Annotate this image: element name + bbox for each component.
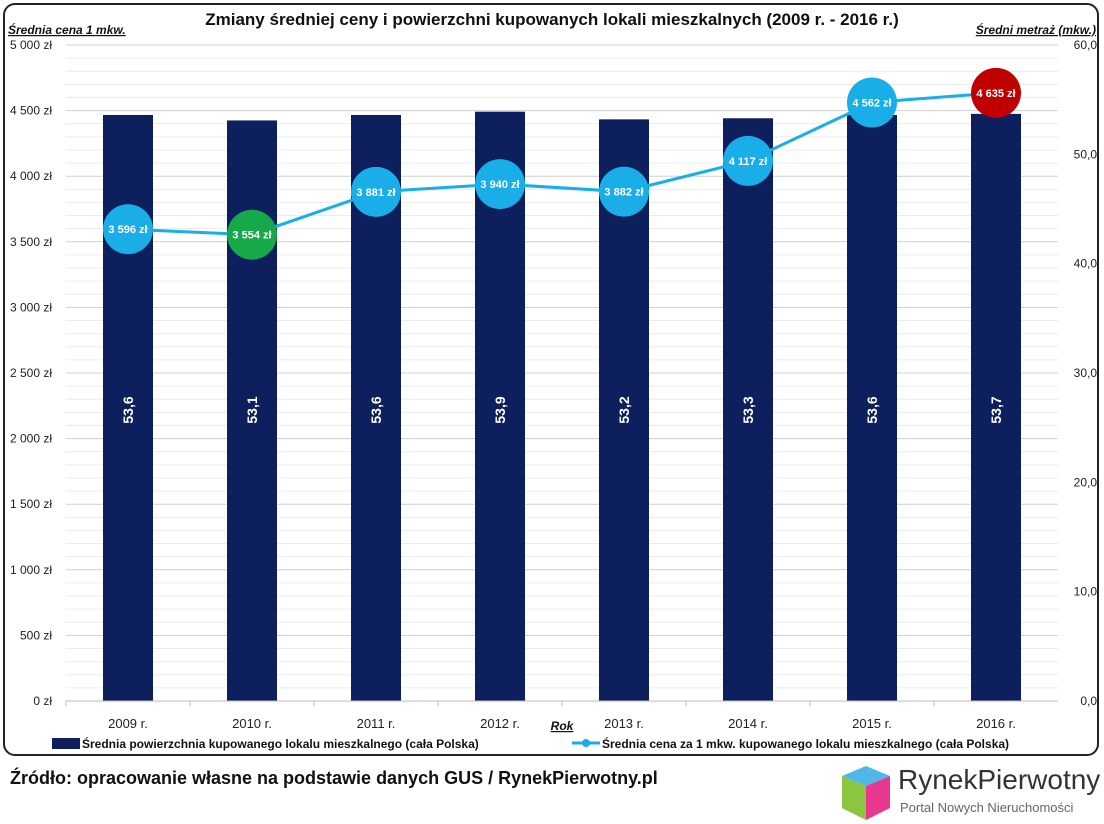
left-tick-label: 1 500 zł (10, 497, 52, 511)
source-note: Źródło: opracowanie własne na podstawie … (10, 768, 658, 788)
chart-frame (3, 3, 1099, 756)
right-tick-label: 10,0 (1074, 585, 1098, 599)
x-tick-label: 2012 r. (480, 716, 520, 731)
bar (971, 113, 1021, 701)
left-tick-label: 2 500 zł (10, 366, 52, 380)
bar (723, 118, 773, 701)
left-axis-label: Średnia cena 1 mkw. (8, 22, 126, 37)
left-tick-label: 500 zł (20, 628, 52, 642)
line-data-label: 4 635 zł (976, 88, 1015, 100)
line-data-label: 3 881 zł (356, 187, 395, 199)
line-data-label: 4 117 zł (729, 156, 768, 168)
line-point (103, 204, 153, 255)
right-tick-label: 20,0 (1074, 475, 1098, 489)
right-tick-label: 40,0 (1074, 257, 1098, 271)
line-data-label: 3 882 zł (604, 187, 643, 199)
bar-data-label: 53,2 (616, 396, 632, 423)
bar-data-label: 53,7 (988, 396, 1004, 423)
logo-name: RynekPierwotny (898, 764, 1101, 795)
bar-data-label: 53,6 (120, 396, 136, 423)
logo: RynekPierwotny Portal Nowych Nieruchomoś… (838, 762, 1101, 822)
left-tick-label: 1 000 zł (10, 563, 52, 577)
left-tick-label: 5 000 zł (10, 38, 52, 52)
logo-subtitle: Portal Nowych Nieruchomości (900, 800, 1074, 815)
line-point (351, 166, 401, 217)
left-tick-label: 4 500 zł (10, 104, 52, 118)
line-point (475, 159, 525, 210)
bar (847, 114, 897, 702)
chart-title: Zmiany średniej ceny i powierzchni kupow… (205, 10, 899, 29)
right-tick-label: 30,0 (1074, 366, 1098, 380)
bar-data-label: 53,1 (244, 396, 260, 423)
line-data-label: 3 940 zł (480, 179, 519, 191)
legend-line-label: Średnia cena za 1 mkw. kupowanego lokalu… (602, 736, 1009, 751)
legend: Średnia powierzchnia kupowanego lokalu m… (52, 736, 1009, 751)
x-tick-label: 2009 r. (108, 716, 148, 731)
line-point (723, 135, 773, 186)
house-logo-icon (842, 766, 890, 820)
right-tick-label: 50,0 (1074, 147, 1098, 161)
line-point (847, 77, 897, 128)
line-point (971, 67, 1021, 118)
x-tick-label: 2014 r. (728, 716, 768, 731)
left-tick-label: 0 zł (33, 694, 52, 708)
legend-bar-label: Średnia powierzchnia kupowanego lokalu m… (82, 736, 479, 751)
x-axis-label: Rok (551, 719, 575, 733)
chart: Zmiany średniej ceny i powierzchni kupow… (8, 10, 1098, 751)
line-data-label: 3 554 zł (232, 230, 271, 242)
line-point (599, 166, 649, 217)
legend-bar-swatch (52, 738, 80, 749)
line-data-label: 3 596 zł (108, 224, 147, 236)
left-tick-label: 2 000 zł (10, 432, 52, 446)
line-point (227, 209, 277, 260)
x-tick-label: 2016 r. (976, 716, 1016, 731)
bar-data-label: 53,3 (740, 396, 756, 423)
right-tick-label: 0,0 (1080, 694, 1097, 708)
x-tick-label: 2013 r. (604, 716, 644, 731)
bar-data-label: 53,9 (492, 396, 508, 423)
right-axis-label: Średni metraż (mkw.) (976, 22, 1096, 37)
left-tick-label: 3 000 zł (10, 300, 52, 314)
bar (475, 111, 525, 701)
x-tick-label: 2011 r. (357, 716, 396, 731)
right-tick-label: 60,0 (1074, 38, 1098, 52)
line-data-label: 4 562 zł (852, 97, 891, 109)
x-tick-label: 2015 r. (852, 716, 892, 731)
bar-data-label: 53,6 (368, 396, 384, 423)
left-tick-label: 4 000 zł (10, 169, 52, 183)
bar-data-label: 53,6 (864, 396, 880, 423)
left-tick-label: 3 500 zł (10, 235, 52, 249)
x-tick-label: 2010 r. (232, 716, 272, 731)
legend-line-marker (582, 739, 590, 747)
